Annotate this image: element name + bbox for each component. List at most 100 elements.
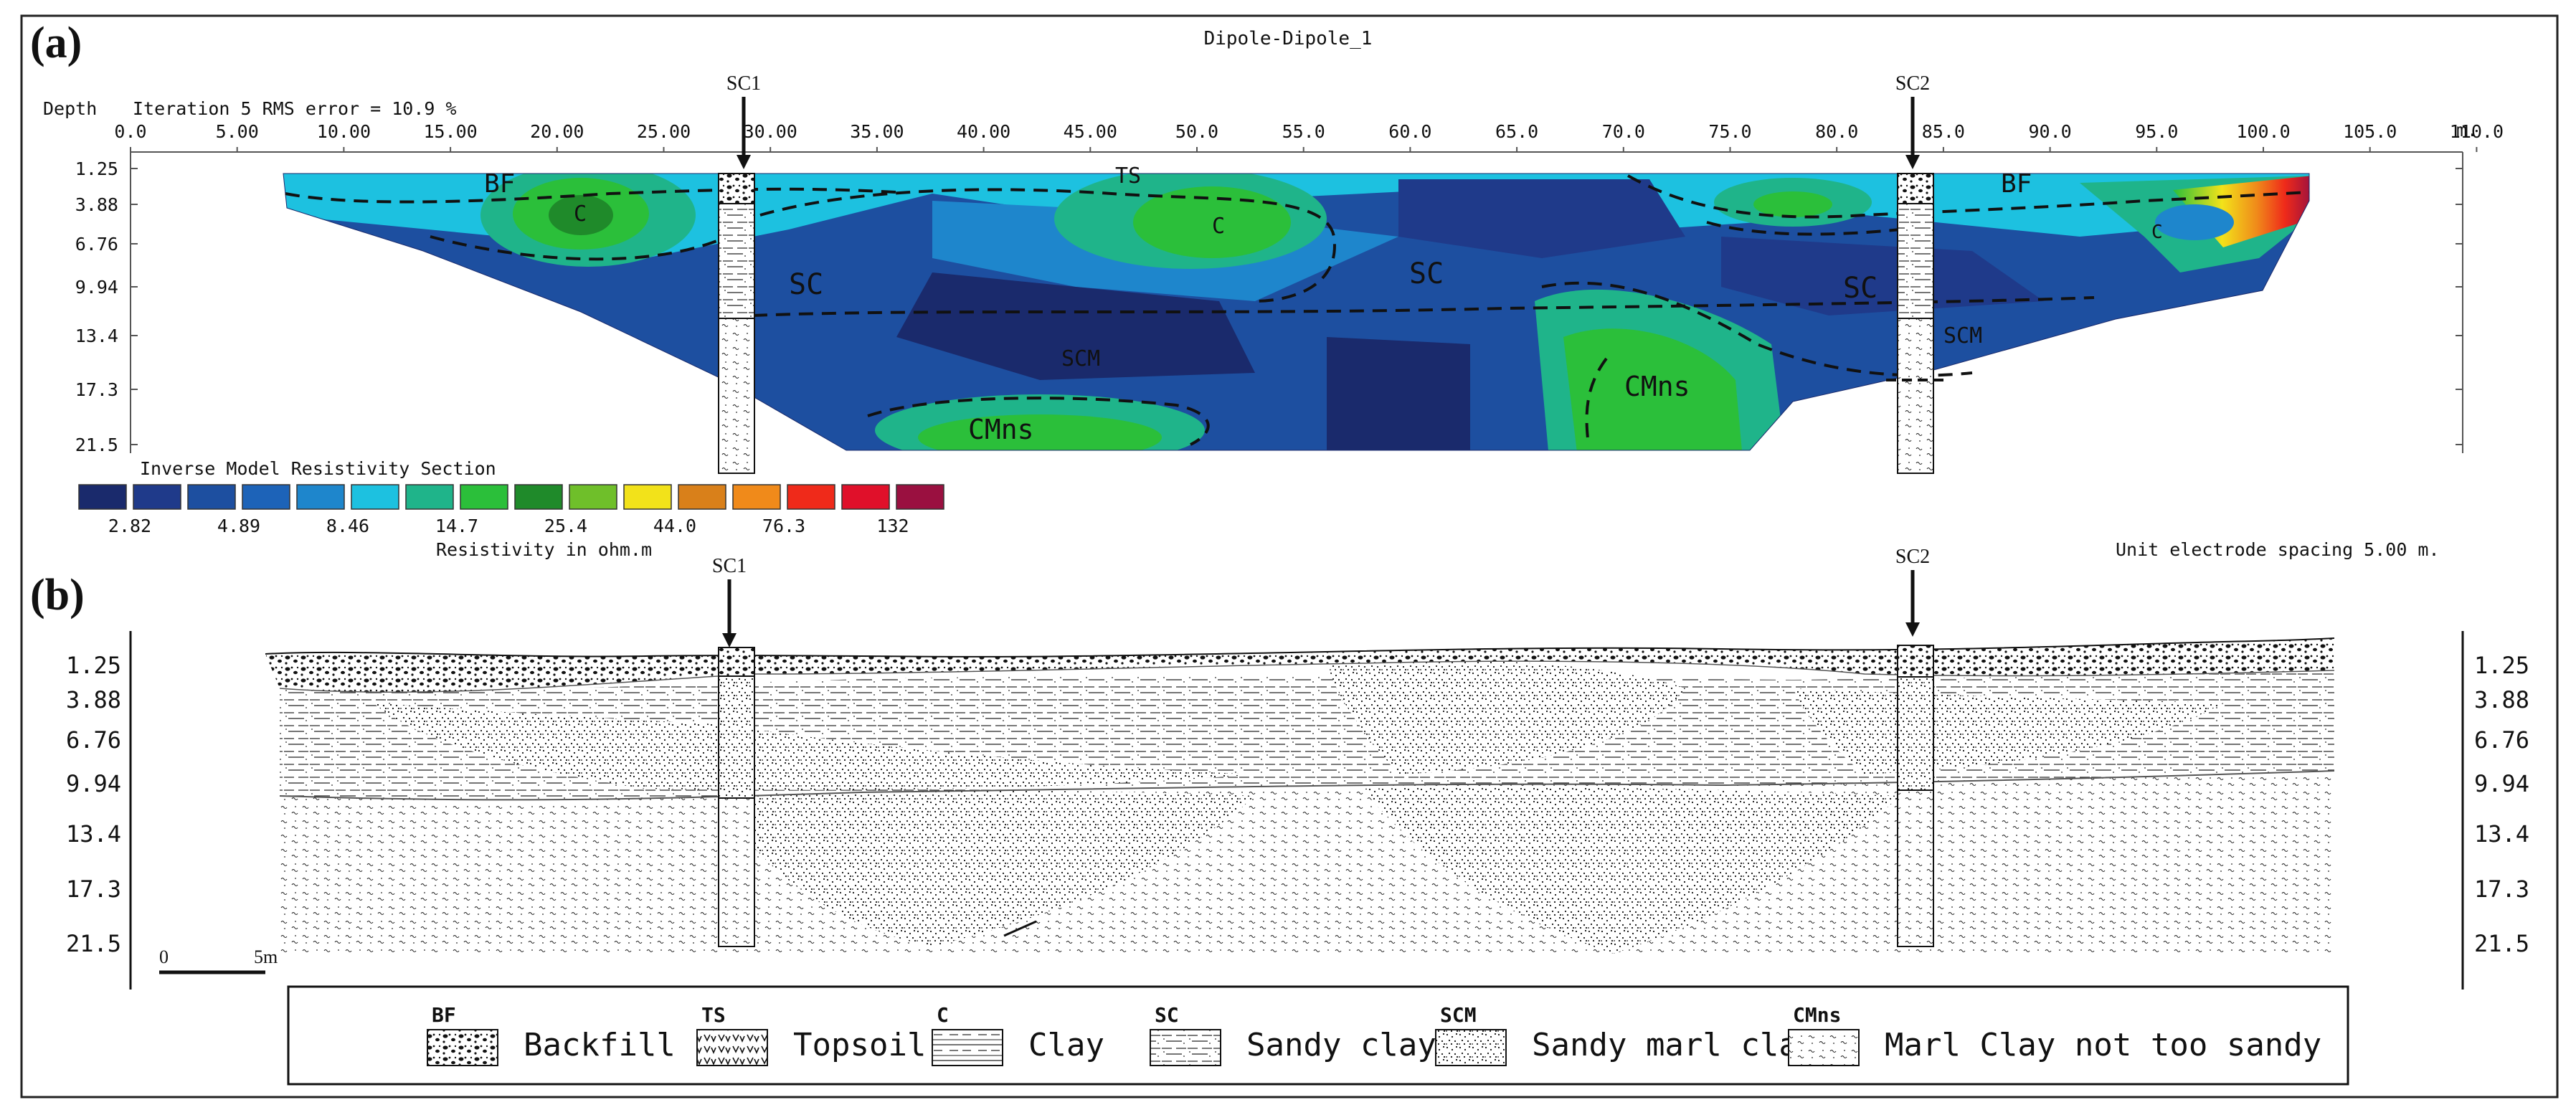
- zone-label-c-right: C: [2151, 222, 2163, 243]
- x-tick-label: 0.0: [114, 121, 146, 142]
- depth-tick-label-b-right: 3.88: [2474, 686, 2529, 713]
- iteration-text: Iteration 5 RMS error = 10.9 %: [133, 98, 457, 119]
- color-swatch: [896, 484, 944, 510]
- legend-label: Sandy marl clay: [1532, 1027, 1817, 1063]
- depth-tick-label-b-right: 17.3: [2474, 876, 2529, 903]
- color-scale-label: 132: [876, 516, 909, 536]
- color-swatch: [405, 484, 454, 510]
- legend-code: C: [937, 1003, 949, 1027]
- depth-tick-label: 3.88: [75, 194, 118, 215]
- zone-label-sc-right: SC: [1843, 272, 1877, 305]
- x-tick-label: 10.00: [317, 121, 371, 142]
- legend-swatch: [1788, 1029, 1860, 1066]
- color-swatch: [732, 484, 781, 510]
- x-tick-label: 85.0: [1922, 121, 1965, 142]
- color-scale-label: 76.3: [762, 516, 805, 536]
- x-tick-label: 90.0: [2028, 121, 2071, 142]
- legend-box: [287, 985, 2349, 1086]
- scale-bar: 0 5m: [159, 946, 278, 974]
- legend-swatch: [1435, 1029, 1507, 1066]
- depth-tick-label-b: 9.94: [66, 770, 121, 797]
- legend-item-bf: BF Backfill: [427, 1003, 676, 1066]
- x-tick-label: 60.0: [1388, 121, 1431, 142]
- depth-tick-label: 13.4: [75, 326, 118, 346]
- scale-title: Inverse Model Resistivity Section: [140, 458, 496, 479]
- color-swatch: [569, 484, 617, 510]
- zone-label-c-left: C: [574, 201, 587, 227]
- legend-label: Marl Clay not too sandy: [1885, 1027, 2321, 1063]
- depth-tick-label-b-right: 1.25: [2474, 652, 2529, 679]
- depth-tick-label: 21.5: [75, 435, 118, 455]
- legend-label: Topsoil: [793, 1027, 926, 1063]
- x-tick-label: 35.00: [850, 121, 904, 142]
- depth-tick-label-b-right: 21.5: [2474, 930, 2529, 957]
- depth-tick-label-b: 6.76: [66, 726, 121, 754]
- zone-label-bf-left: BF: [484, 169, 515, 199]
- depth-tick-label-b: 13.4: [66, 820, 121, 848]
- panel-a-label: (a): [30, 19, 82, 67]
- color-swatch: [242, 484, 290, 510]
- depth-tick-label-b: 1.25: [66, 652, 121, 679]
- legend-item-ts: TS Topsoil: [696, 1003, 926, 1066]
- borehole-sc1-b: SC1: [712, 555, 755, 947]
- zone-label-bf-right: BF: [2001, 169, 2032, 199]
- x-tick-label: 75.0: [1708, 121, 1751, 142]
- x-tick-label: 45.00: [1064, 121, 1117, 142]
- color-scale-label: 2.82: [108, 516, 151, 536]
- zone-label-sc-mid: SC: [1409, 257, 1444, 290]
- color-scale-label: 14.7: [435, 516, 478, 536]
- color-swatch: [351, 484, 399, 510]
- legend-label: Backfill: [524, 1027, 676, 1063]
- depth-tick-label-b-right: 6.76: [2474, 726, 2529, 754]
- legend-swatch: [696, 1029, 768, 1066]
- scale-bar-end: 5m: [254, 946, 278, 967]
- x-tick-label: 105.0: [2343, 121, 2397, 142]
- borehole-sc2-label-a: SC2: [1895, 72, 1930, 95]
- color-scale-label: 8.46: [326, 516, 369, 536]
- spacing-note: Unit electrode spacing 5.00 m.: [2116, 539, 2440, 560]
- panel-b: (b) 1.25 1.25 3.88 3.88 6.76 6.76 9.94 9.94 13.4…: [30, 546, 2529, 1086]
- color-scale: 2.82 4.89 8.46 14.7 25.4 44.0 76.3 132: [78, 484, 944, 536]
- x-tick-label: 95.0: [2135, 121, 2178, 142]
- panel-b-label: (b): [30, 571, 85, 620]
- x-tick-label: 55.0: [1282, 121, 1325, 142]
- zone-label-sc-left: SC: [789, 268, 823, 301]
- depth-tick-label: 17.3: [75, 379, 118, 400]
- legend-code: SCM: [1440, 1003, 1477, 1027]
- x-tick-label: 100.0: [2236, 121, 2290, 142]
- x-tick-label: 65.0: [1495, 121, 1538, 142]
- legend-swatch: [1150, 1029, 1221, 1066]
- zone-label-scm-right: SCM: [1943, 323, 1982, 348]
- x-tick-label: 70.0: [1602, 121, 1645, 142]
- legend-label: Sandy clay: [1246, 1027, 1436, 1063]
- borehole-sc2-label-b: SC2: [1895, 546, 1930, 568]
- x-tick-label: 25.00: [637, 121, 691, 142]
- zone-label-ts: TS: [1115, 163, 1141, 189]
- depth-axis-ticks: 1.25 3.88 6.76 9.94 13.4 17.3 21.5: [75, 158, 2463, 455]
- legend-item-sc: SC Sandy clay: [1150, 1003, 1436, 1066]
- x-tick-label: 80.0: [1815, 121, 1858, 142]
- depth-tick-label: 6.76: [75, 234, 118, 255]
- color-scale-label: 4.89: [217, 516, 260, 536]
- color-swatch: [296, 484, 345, 510]
- x-tick-label: 110.0: [2450, 121, 2504, 142]
- depth-tick-label-b: 3.88: [66, 686, 121, 713]
- depth-tick-label: 1.25: [75, 158, 118, 179]
- scale-bar-start: 0: [159, 946, 169, 967]
- depth-label: Depth: [43, 98, 97, 119]
- borehole-sc2-b: SC2: [1895, 546, 1934, 947]
- x-tick-label: 50.0: [1175, 121, 1218, 142]
- scale-caption: Resistivity in ohm.m: [436, 539, 652, 560]
- borehole-sc2-a: SC2: [1886, 72, 1943, 474]
- depth-tick-label: 9.94: [75, 277, 118, 298]
- zone-label-cmns-left: CMns: [968, 414, 1034, 445]
- legend-code: CMns: [1793, 1003, 1841, 1027]
- borehole-sc1-a: SC1: [718, 72, 761, 474]
- x-unit: m.: [2456, 120, 2478, 141]
- color-swatch: [787, 484, 835, 510]
- x-tick-label: 40.00: [957, 121, 1010, 142]
- legend-item-scm: SCM Sandy marl clay: [1435, 1003, 1817, 1066]
- legend-swatch: [427, 1029, 498, 1066]
